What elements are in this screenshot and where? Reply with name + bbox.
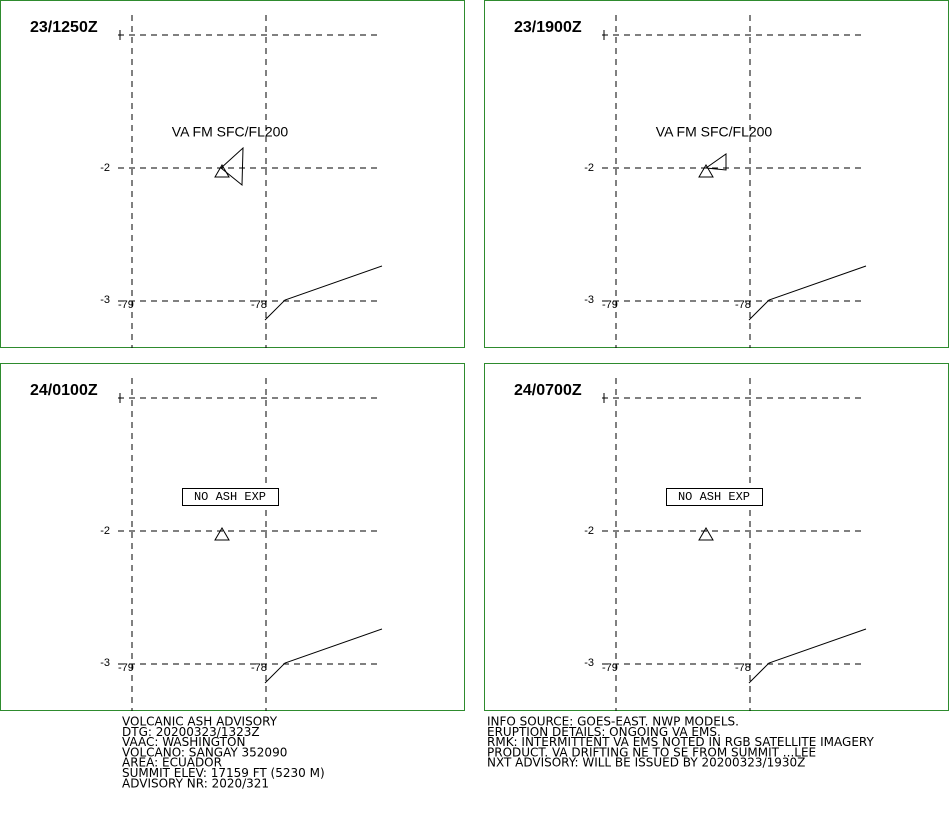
lat-label: -3	[100, 657, 110, 669]
advisory-line: SUMMIT ELEV: 17159 FT (5230 M)	[122, 766, 325, 780]
lon-label: -79	[118, 299, 134, 311]
ash-label: VA FM SFC/FL200	[172, 124, 289, 140]
valid-time: 24/0700Z	[514, 382, 582, 399]
advisory-line: NXT ADVISORY: WILL BE ISSUED BY 20200323…	[487, 756, 805, 770]
ash-label-box	[666, 488, 763, 506]
valid-time: 24/0100Z	[30, 382, 98, 399]
lat-label: -2	[584, 162, 594, 174]
valid-time: 23/1250Z	[30, 19, 98, 36]
advisory-line: VAAC: WASHINGTON	[122, 735, 245, 749]
lat-label: -2	[100, 162, 110, 174]
valid-time: 23/1900Z	[514, 19, 582, 36]
advisory-line: RMK: INTERMITTENT VA EMS NOTED IN RGB SA…	[487, 735, 874, 749]
lat-label: -3	[584, 294, 594, 306]
lat-label: -2	[584, 525, 594, 537]
advisory-line: AREA: ECUADOR	[122, 756, 222, 770]
panel-border	[0, 363, 465, 711]
map-panel: -2 -3 -79 -78 24/0100Z NO ASH EXP	[0, 363, 465, 711]
lon-label: -78	[735, 662, 751, 674]
map-panel: -2 -3 -79 -78 24/0700Z NO ASH EXP	[484, 363, 949, 711]
ash-label: VA FM SFC/FL200	[656, 124, 773, 140]
volcano-symbol	[698, 164, 714, 178]
volcano-symbol	[698, 527, 714, 541]
volcano-symbol	[214, 527, 230, 541]
lat-label: -2	[100, 525, 110, 537]
advisory-line: VOLCANO: SANGAY 352090	[122, 745, 287, 759]
lon-label: -79	[602, 662, 618, 674]
panel-border	[0, 0, 465, 348]
lat-label: -3	[100, 294, 110, 306]
lon-label: -78	[735, 299, 751, 311]
ash-label: NO ASH EXP	[194, 490, 266, 504]
lon-label: -78	[251, 299, 267, 311]
coastline	[748, 628, 867, 684]
coastline	[264, 265, 383, 321]
lon-label: -79	[118, 662, 134, 674]
advisory-line: PRODUCT. VA DRIFTING NE TO SE FROM SUMMI…	[487, 745, 816, 759]
lon-label: -78	[251, 662, 267, 674]
map-panel: -2 -3 -79 -78 23/1900Z VA FM SFC/FL200	[484, 0, 949, 348]
advisory-line: ERUPTION DETAILS: ONGOING VA EMS.	[487, 725, 721, 739]
panel-border	[484, 363, 949, 711]
lat-label: -3	[584, 657, 594, 669]
advisory-line: DTG: 20200323/1323Z	[122, 725, 260, 739]
ash-label: NO ASH EXP	[678, 490, 750, 504]
ash-area	[220, 146, 244, 187]
ash-label-box	[182, 488, 279, 506]
coastline	[748, 265, 867, 321]
coastline	[264, 628, 383, 684]
panel-border	[484, 0, 949, 348]
lon-label: -79	[602, 299, 618, 311]
advisory-line: INFO SOURCE: GOES-EAST. NWP MODELS.	[487, 715, 739, 729]
advisory-line: VOLCANIC ASH ADVISORY	[122, 715, 278, 729]
ash-area	[704, 153, 727, 171]
map-panel: -2 -3 -79 -78 23/1250Z VA FM SFC/FL200	[0, 0, 465, 348]
advisory-line: ADVISORY NR: 2020/321	[122, 776, 269, 790]
